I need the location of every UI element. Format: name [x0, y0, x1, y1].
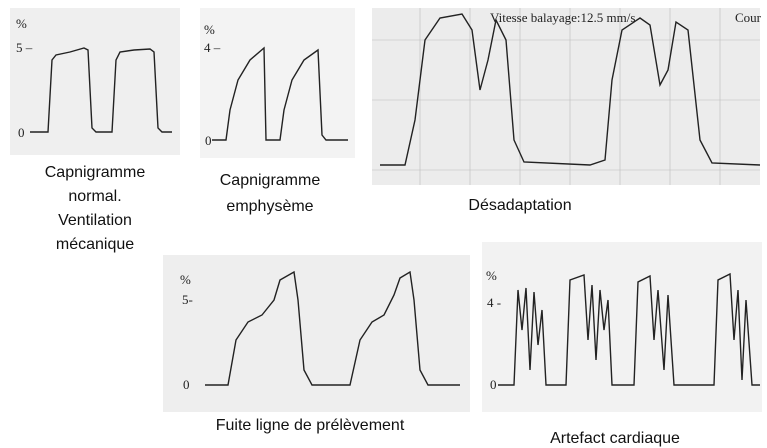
- caption: emphysème: [226, 198, 313, 215]
- axis-label: 0: [205, 133, 212, 148]
- panel-image: [372, 8, 760, 185]
- caption: Fuite ligne de prélèvement: [216, 417, 405, 434]
- axis-label: 5-: [182, 292, 193, 307]
- panel-image: [482, 242, 762, 412]
- caption: Capnigramme: [45, 164, 146, 181]
- axis-label: 0: [18, 125, 25, 140]
- axis-label: 0: [490, 377, 497, 392]
- annotation: Cour: [735, 10, 762, 25]
- annotation: Vitesse balayage:12.5 mm/s: [490, 10, 635, 25]
- caption: Artefact cardiaque: [550, 430, 680, 447]
- caption: Capnigramme: [220, 172, 321, 189]
- trace: [212, 46, 348, 141]
- unit-label: %: [180, 272, 191, 287]
- caption: mécanique: [56, 236, 134, 253]
- unit-label: %: [486, 268, 497, 283]
- trace: [205, 270, 460, 386]
- caption: Ventilation: [58, 212, 132, 229]
- panel-image: [10, 8, 180, 155]
- unit-label: %: [204, 22, 215, 37]
- axis-label: 5 –: [16, 40, 33, 55]
- axis-label: 4 -: [487, 295, 501, 310]
- axis-label: 4 –: [204, 40, 221, 55]
- panel-image: [200, 8, 355, 158]
- panel-image: [163, 255, 470, 412]
- caption: normal.: [68, 188, 121, 205]
- unit-label: %: [16, 16, 27, 31]
- caption: Désadaptation: [468, 197, 571, 214]
- axis-label: 0: [183, 377, 190, 392]
- trace: [380, 13, 761, 166]
- trace: [498, 272, 760, 386]
- trace: [30, 47, 172, 133]
- grid: [372, 8, 760, 185]
